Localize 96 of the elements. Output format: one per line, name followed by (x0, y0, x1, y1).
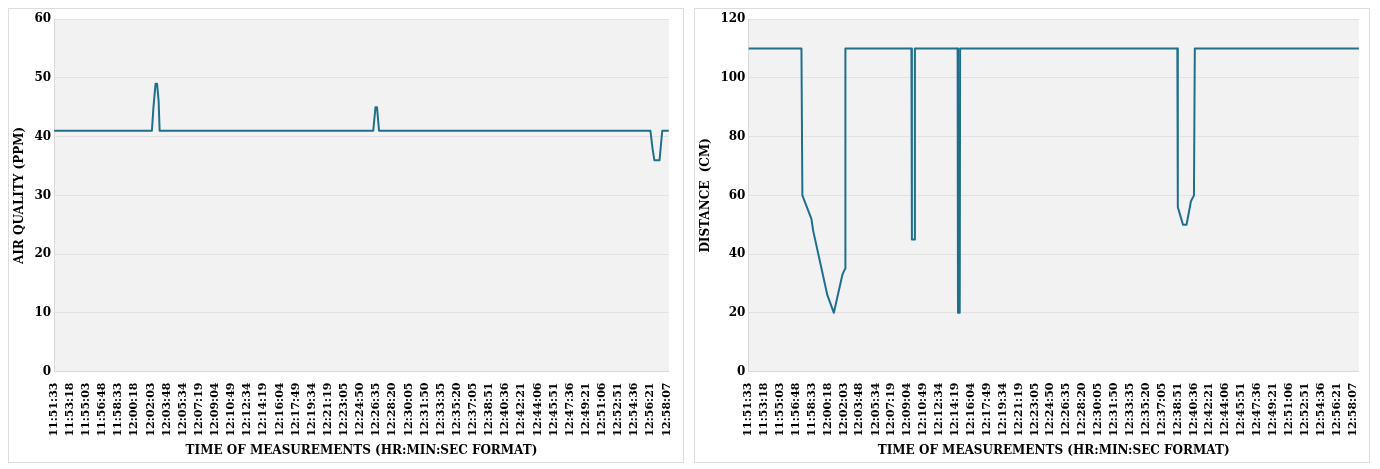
x-tick-label: 12:23:05 (337, 382, 351, 437)
x-tick-label: 11:58:33 (804, 382, 818, 437)
x-tick-label: 12:47:36 (1250, 382, 1264, 437)
x-tick-label: 12:14:19 (947, 382, 961, 437)
y-axis-title: AIR QUALITY (PPM) (12, 126, 27, 266)
y-tick-label: 60 (728, 187, 746, 202)
x-tick-label: 11:55:03 (773, 382, 787, 437)
x-axis-title: TIME OF MEASUREMENTS (HR:MIN:SEC FORMAT) (185, 442, 538, 457)
y-tick-label: 80 (728, 128, 746, 143)
y-tick-label: 50 (34, 70, 52, 85)
x-tick-label: 12:35:20 (1138, 382, 1152, 437)
x-tick-label: 12:51:06 (1281, 382, 1295, 437)
x-tick-label: 12:23:05 (1027, 382, 1041, 437)
x-tick-label: 11:51:33 (741, 382, 755, 437)
x-axis-title: TIME OF MEASUREMENTS (HR:MIN:SEC FORMAT) (877, 442, 1230, 457)
x-tick-label: 11:51:33 (46, 382, 60, 437)
x-tick-label: 12:09:04 (900, 382, 914, 437)
x-tick-label: 12:30:05 (401, 382, 415, 437)
x-tick-label: 12:19:34 (995, 382, 1009, 437)
x-tick-label: 11:56:48 (788, 382, 802, 437)
y-tick-label: 20 (34, 246, 52, 261)
x-tick-label: 12:33:35 (1122, 382, 1136, 437)
y-tick-label: 0 (42, 363, 52, 378)
x-tick-label: 12:14:19 (256, 382, 270, 437)
y-tick-label: 120 (720, 11, 746, 26)
x-tick-label: 12:45:51 (1234, 382, 1248, 437)
x-tick-label: 12:05:34 (868, 382, 882, 437)
x-tick-label: 12:37:05 (466, 382, 480, 437)
x-tick-label: 12:38:51 (482, 382, 496, 437)
x-tick-label: 12:52:51 (1297, 382, 1311, 437)
x-tick-label: 12:35:20 (449, 382, 463, 437)
x-tick-label: 12:31:50 (1107, 382, 1121, 437)
x-tick-label: 12:49:21 (578, 382, 592, 437)
x-tick-label: 11:56:48 (95, 382, 109, 437)
x-tick-label: 12:28:20 (385, 382, 399, 437)
x-tick-label: 12:02:03 (836, 382, 850, 437)
y-axis-title: DISTANCE (CM) (698, 138, 713, 253)
x-tick-label: 12:31:50 (417, 382, 431, 437)
x-tick-label: 12:45:51 (546, 382, 560, 437)
x-tick-label: 11:53:18 (63, 382, 77, 437)
x-tick-label: 12:40:36 (1186, 382, 1200, 437)
x-tick-label: 12:44:06 (530, 382, 544, 437)
x-tick-label: 12:42:21 (514, 382, 528, 437)
x-tick-label: 12:56:21 (1329, 382, 1343, 437)
y-tick-label: 0 (737, 363, 746, 378)
y-tick-label: 60 (34, 11, 52, 26)
x-tick-label: 12:42:21 (1202, 382, 1216, 437)
x-tick-label: 12:05:34 (175, 382, 189, 437)
x-tick-label: 12:24:50 (1043, 382, 1057, 437)
x-tick-label: 12:09:04 (208, 382, 222, 437)
x-tick-label: 12:52:51 (611, 382, 625, 437)
x-tick-label: 12:58:07 (659, 382, 673, 437)
x-tick-label: 12:26:35 (369, 382, 383, 437)
y-tick-label: 100 (720, 70, 746, 85)
x-tick-label: 12:47:36 (562, 382, 576, 437)
x-tick-label: 12:00:18 (127, 382, 141, 437)
x-tick-label: 12:54:36 (627, 382, 641, 437)
x-tick-label: 12:02:03 (143, 382, 157, 437)
x-tick-label: 12:12:34 (932, 382, 946, 437)
x-tick-label: 12:40:36 (498, 382, 512, 437)
y-tick-label: 40 (728, 246, 746, 261)
x-tick-label: 12:26:35 (1059, 382, 1073, 437)
x-tick-label: 12:37:05 (1154, 382, 1168, 437)
x-tick-label: 11:53:18 (757, 382, 771, 437)
x-tick-label: 12:49:21 (1266, 382, 1279, 437)
x-tick-label: 12:12:34 (240, 382, 254, 437)
x-tick-label: 12:10:49 (916, 382, 930, 437)
x-tick-label: 11:55:03 (79, 382, 93, 437)
x-tick-label: 12:17:49 (979, 382, 993, 437)
x-tick-label: 12:54:36 (1313, 382, 1327, 437)
x-tick-label: 12:16:04 (963, 382, 977, 437)
x-tick-label: 12:03:48 (852, 382, 866, 437)
x-tick-label: 12:19:34 (304, 382, 318, 437)
x-tick-label: 12:16:04 (272, 382, 286, 437)
x-tick-label: 12:00:18 (820, 382, 834, 437)
x-tick-label: 12:07:19 (192, 382, 206, 437)
x-tick-label: 12:51:06 (595, 382, 609, 437)
y-tick-label: 40 (34, 128, 52, 143)
y-tick-label: 20 (728, 304, 746, 319)
y-tick-label: 10 (34, 304, 52, 319)
x-tick-label: 12:33:35 (433, 382, 447, 437)
x-tick-label: 12:44:06 (1218, 382, 1232, 437)
x-tick-label: 12:30:05 (1091, 382, 1105, 437)
x-tick-label: 12:56:21 (643, 382, 657, 437)
x-tick-label: 12:24:50 (353, 382, 367, 437)
x-tick-label: 12:58:07 (1345, 382, 1359, 437)
x-tick-label: 12:03:48 (159, 382, 173, 437)
y-tick-label: 30 (34, 187, 52, 202)
x-tick-label: 12:21:19 (1011, 382, 1025, 437)
x-tick-label: 12:38:51 (1170, 382, 1184, 437)
x-tick-label: 12:10:49 (224, 382, 238, 437)
x-tick-label: 12:21:19 (320, 382, 334, 437)
x-tick-label: 12:17:49 (288, 382, 302, 437)
x-tick-label: 11:58:33 (111, 382, 125, 437)
x-tick-label: 12:07:19 (884, 382, 898, 437)
x-tick-label: 12:28:20 (1075, 382, 1089, 437)
